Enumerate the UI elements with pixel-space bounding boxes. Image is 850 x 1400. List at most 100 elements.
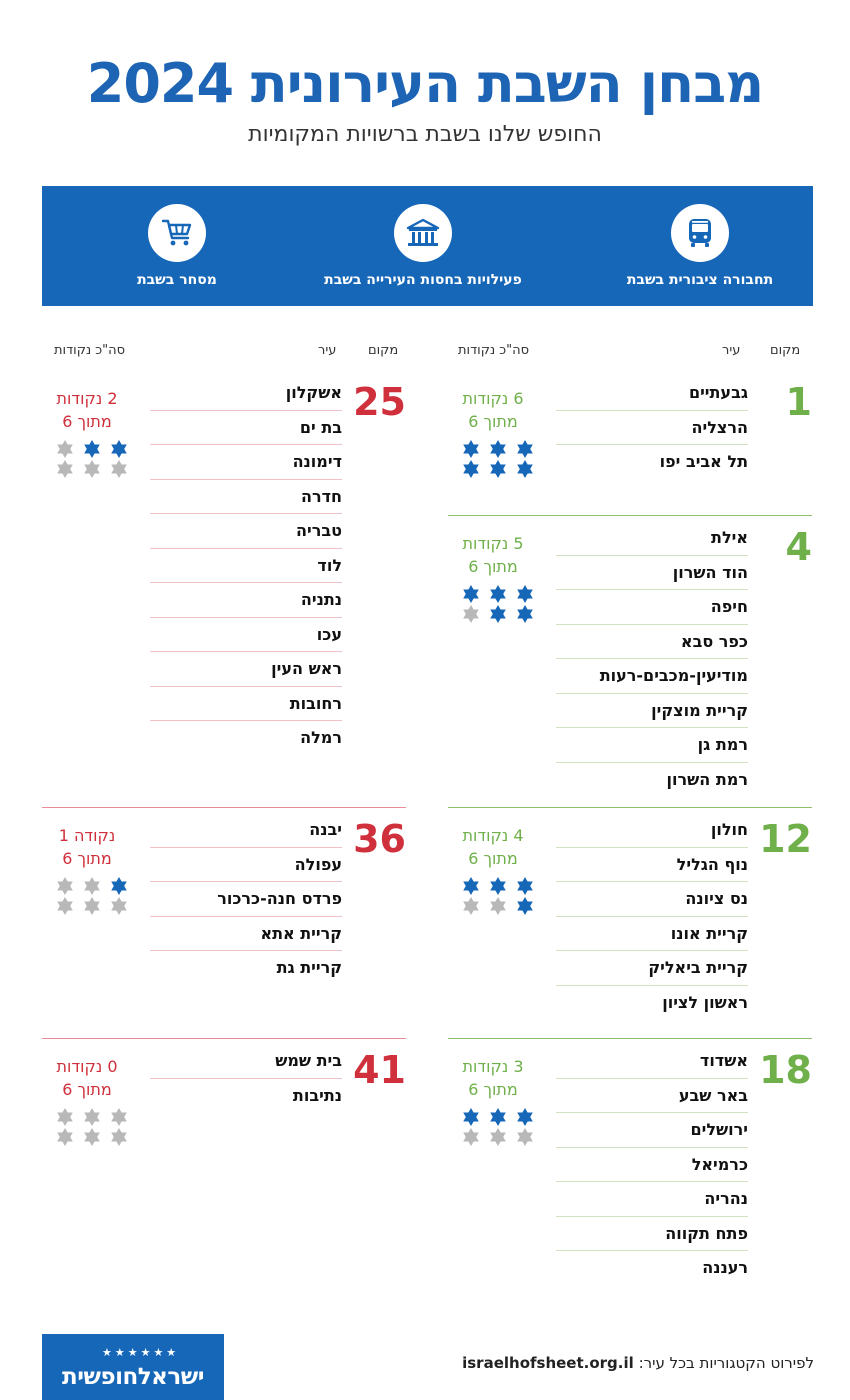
star-empty-icon: [84, 460, 100, 478]
score-out-of: מתוך 6: [468, 557, 518, 576]
star-empty-icon: [57, 440, 73, 458]
city-name: ראשון לציון: [662, 992, 748, 1012]
column-header-rank: מקום: [770, 343, 801, 358]
score-points: נקודה 1: [58, 826, 116, 845]
star-empty-icon: [57, 897, 73, 915]
star-empty-icon: [490, 1128, 506, 1146]
score-label: 3 נקודות מתוך 6: [448, 1055, 538, 1101]
city-list: גבעתיים הרצליה תל אביב יפו: [556, 376, 748, 480]
rank-number: 4: [785, 525, 812, 569]
star-filled-icon: [517, 605, 533, 623]
footer-url-link[interactable]: israelhofsheet.org.il: [462, 1354, 634, 1372]
group-divider: [42, 807, 406, 808]
score-label: 2 נקודות מתוך 6: [42, 387, 132, 433]
city-list: חולון נוף הגליל נס ציונה קריית אונו קריית בי…: [556, 813, 748, 1020]
category-commerce: מסחר בשבת: [57, 204, 297, 288]
score-points: 2 נקודות: [56, 389, 118, 408]
column-header-rank: מקום: [368, 343, 399, 358]
city-name: עפולה: [150, 848, 342, 882]
score-label: 6 נקודות מתוך 6: [448, 387, 538, 433]
star-empty-icon: [463, 605, 479, 623]
city-name: מודיעין-מכבים-רעות: [556, 659, 748, 694]
star-empty-icon: [111, 897, 127, 915]
footer-note: לפירוט הקטגוריות בכל עיר: israelhofsheet…: [450, 1354, 814, 1372]
score-label: נקודה 1 מתוך 6: [42, 824, 132, 870]
city-name: הרצליה: [556, 411, 748, 445]
score-out-of: מתוך 6: [468, 412, 518, 431]
city-name: אשקלון: [150, 376, 342, 411]
star-empty-icon: [111, 1108, 127, 1126]
star-filled-icon: [517, 1108, 533, 1126]
categories-banner: תחבורה ציבורית בשבת פעילויות בחסות העירי…: [42, 186, 813, 306]
star-filled-icon: [463, 460, 479, 478]
city-list: אילת הוד השרון חיפה כפר סבא מודיעין-מכבים-רע…: [556, 521, 748, 797]
city-name: חולון: [556, 813, 748, 848]
page-subtitle: החופש שלנו בשבת ברשויות המקומיות: [248, 122, 602, 147]
star-filled-icon: [463, 440, 479, 458]
star-empty-icon: [57, 877, 73, 895]
city-name: נהריה: [556, 1182, 748, 1217]
city-name: חיפה: [556, 590, 748, 625]
city-name: כרמיאל: [556, 1148, 748, 1182]
star-empty-icon: [463, 1128, 479, 1146]
city-name: הוד השרון: [556, 556, 748, 590]
rank-number: 12: [759, 817, 812, 861]
city-name: נוף הגליל: [556, 848, 748, 882]
city-list: בית שמש נתיבות: [150, 1044, 342, 1113]
rank-number: 18: [759, 1048, 812, 1092]
city-name: קריית אתא: [150, 917, 342, 951]
municipal-building-icon: [394, 204, 452, 262]
column-header-city: עיר: [722, 343, 741, 358]
star-filled-icon: [517, 440, 533, 458]
star-filled-icon: [517, 897, 533, 915]
city-name: באר שבע: [556, 1079, 748, 1113]
city-name: קריית ביאליק: [556, 951, 748, 986]
star-filled-icon: [490, 877, 506, 895]
star-filled-icon: [463, 877, 479, 895]
footer-label: לפירוט הקטגוריות בכל עיר:: [638, 1354, 814, 1372]
city-name: רמת השרון: [666, 769, 748, 789]
score-points: 6 נקודות: [462, 389, 524, 408]
city-name: נתיבות: [292, 1085, 342, 1105]
score-stars: [456, 583, 536, 627]
star-empty-icon: [84, 877, 100, 895]
score-stars: [456, 875, 536, 919]
group-divider: [448, 1038, 812, 1039]
category-label: מסחר בשבת: [137, 272, 217, 288]
star-filled-icon: [463, 585, 479, 603]
group-divider: [448, 807, 812, 808]
bus-icon: [671, 204, 729, 262]
shopping-cart-icon: [148, 204, 206, 262]
city-name: נתניה: [150, 583, 342, 618]
city-name: אילת: [556, 521, 748, 556]
column-header-total: סה"כ נקודות: [54, 343, 126, 358]
city-name: חדרה: [150, 480, 342, 514]
city-name: רמת גן: [556, 728, 748, 763]
category-label: תחבורה ציבורית בשבת: [626, 272, 774, 288]
city-name: יבנה: [150, 813, 342, 848]
score-stars: [456, 1106, 536, 1150]
star-filled-icon: [490, 605, 506, 623]
column-header-city: עיר: [318, 343, 337, 358]
city-name: כפר סבא: [556, 625, 748, 659]
city-name: קריית אונו: [556, 917, 748, 951]
city-name: רעננה: [702, 1258, 748, 1277]
city-list: אשקלון בת ים דימונה חדרה טבריה לוד נתניה עכו ראש…: [150, 376, 342, 756]
star-filled-icon: [490, 460, 506, 478]
score-points: 3 נקודות: [462, 1057, 524, 1076]
star-empty-icon: [84, 897, 100, 915]
city-name: גבעתיים: [556, 376, 748, 411]
star-filled-icon: [490, 1108, 506, 1126]
score-label: 5 נקודות מתוך 6: [448, 532, 538, 578]
category-municipal-activities: פעילויות בחסות העירייה בשבת: [303, 204, 543, 288]
star-filled-icon: [517, 877, 533, 895]
rank-number: 41: [353, 1048, 406, 1092]
city-name: רחובות: [150, 687, 342, 721]
score-label: 4 נקודות מתוך 6: [448, 824, 538, 870]
score-label: 0 נקודות מתוך 6: [42, 1055, 132, 1101]
city-name: ראש העין: [150, 652, 342, 687]
star-empty-icon: [111, 460, 127, 478]
score-out-of: מתוך 6: [468, 849, 518, 868]
organization-logo: ★★★★★★ ישראלחופשית: [42, 1334, 224, 1400]
city-name: לוד: [150, 549, 342, 583]
